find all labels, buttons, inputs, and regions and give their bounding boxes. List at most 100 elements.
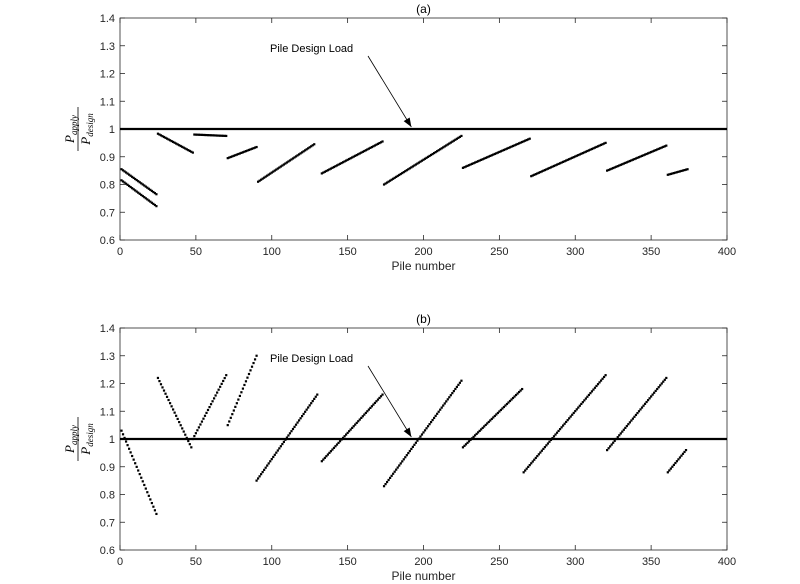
data-point	[519, 389, 522, 392]
data-point	[247, 148, 251, 152]
data-point	[164, 136, 167, 139]
data-point	[225, 134, 228, 138]
data-point	[263, 468, 266, 471]
data-point	[266, 464, 269, 467]
data-point	[140, 193, 143, 197]
data-point	[302, 412, 305, 416]
data-point	[429, 153, 433, 157]
data-point	[487, 155, 490, 158]
data-point	[345, 433, 348, 436]
y-tick-label: 1.1	[100, 96, 115, 108]
data-point	[446, 143, 449, 146]
data-point	[272, 455, 275, 459]
data-point	[311, 399, 314, 403]
x-tick-label: 250	[490, 556, 508, 568]
data-point	[376, 142, 380, 145]
data-point	[684, 168, 688, 171]
data-point	[442, 404, 445, 407]
data-point	[358, 418, 361, 421]
data-point	[216, 391, 219, 394]
data-point	[273, 169, 276, 172]
data-point	[472, 435, 475, 438]
data-point	[267, 173, 270, 176]
data-point	[642, 404, 645, 407]
data-point	[379, 395, 383, 398]
data-point	[226, 157, 229, 160]
data-point	[310, 145, 313, 148]
data-point	[364, 411, 367, 415]
data-point	[654, 149, 657, 152]
data-point	[325, 169, 328, 173]
data-point	[583, 399, 586, 402]
data-point	[137, 180, 140, 183]
data-segment-7	[320, 140, 384, 175]
data-point	[399, 462, 402, 465]
data-point	[401, 460, 404, 463]
data-point	[269, 172, 272, 175]
data-point	[475, 160, 478, 163]
data-point	[533, 173, 536, 176]
y-tick-label: 0.8	[100, 180, 115, 192]
data-point	[537, 453, 540, 456]
data-point	[499, 408, 502, 412]
data-point	[175, 414, 178, 417]
data-point	[633, 157, 636, 161]
data-point	[358, 152, 361, 155]
data-point	[413, 443, 416, 446]
data-point	[404, 456, 407, 459]
data-point	[219, 385, 222, 388]
data-segment-6	[320, 393, 384, 463]
data-point	[454, 387, 457, 391]
data-point	[560, 426, 563, 429]
data-point	[293, 425, 296, 428]
data-point	[137, 191, 140, 194]
data-point	[645, 152, 648, 156]
data-point	[188, 443, 191, 446]
data-point	[519, 141, 522, 144]
data-point	[135, 465, 138, 468]
data-point	[621, 430, 624, 433]
data-point	[351, 426, 354, 429]
data-point	[281, 442, 284, 446]
data-point	[533, 458, 536, 461]
data-point	[181, 145, 184, 148]
data-point	[129, 174, 132, 177]
data-point	[182, 430, 185, 433]
data-point	[431, 152, 434, 156]
data-point	[540, 449, 543, 452]
data-point	[489, 154, 492, 158]
data-point	[334, 445, 337, 448]
data-point	[191, 151, 194, 154]
y-label-denominator: Pdesign	[78, 113, 95, 146]
data-point	[211, 134, 214, 137]
data-point	[540, 170, 543, 173]
data-point	[304, 149, 307, 152]
data-point	[466, 441, 469, 444]
data-point	[231, 155, 234, 158]
data-point	[407, 451, 410, 455]
data-point	[264, 175, 267, 178]
data-point	[631, 158, 635, 161]
data-point	[669, 172, 672, 176]
data-point	[381, 393, 384, 396]
data-segment-7	[382, 379, 463, 488]
data-point	[625, 424, 628, 428]
data-point	[231, 413, 234, 416]
data-point	[420, 433, 424, 436]
data-point	[539, 170, 542, 174]
data-point	[167, 398, 170, 402]
y-tick-label: 0.9	[100, 152, 115, 164]
data-point	[683, 450, 686, 454]
data-point	[398, 464, 401, 467]
data-point	[153, 192, 157, 195]
data-point	[229, 155, 232, 159]
data-point	[173, 411, 176, 414]
data-point	[663, 378, 666, 381]
data-point	[665, 376, 668, 380]
data-point	[279, 445, 282, 448]
data-point	[445, 400, 448, 403]
data-point	[190, 150, 193, 153]
data-point	[291, 157, 295, 160]
data-point	[454, 138, 457, 141]
data-point	[132, 458, 135, 461]
